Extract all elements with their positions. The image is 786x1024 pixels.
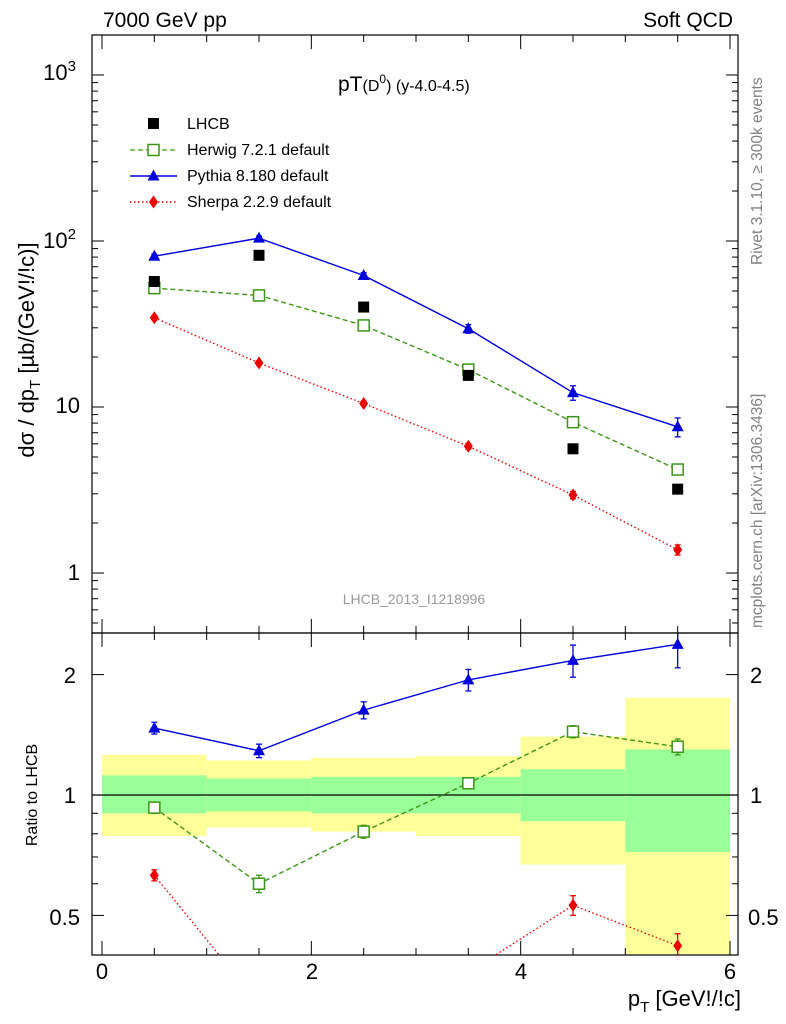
ratio-point-sherpa: [673, 939, 683, 953]
data-point-lhcb: [462, 369, 474, 381]
ratio-point-pythia: [357, 703, 370, 715]
band-inner: [625, 749, 730, 853]
ratio-line-herwig: [153, 730, 678, 885]
xtick-label: 2: [306, 959, 318, 984]
ratio-point-sherpa: [568, 898, 578, 912]
data-point-lhcb: [148, 276, 160, 288]
ratio-point-sherpa: [255, 998, 264, 1011]
data-point-sherpa: [673, 543, 683, 557]
legend-marker-lhcb: [148, 118, 159, 129]
ytick-label-main: 102: [43, 226, 76, 253]
data-point-sherpa: [359, 396, 369, 410]
uncertainty-bands: [102, 697, 730, 955]
ratio-point-sherpa: [149, 868, 159, 882]
legend-marker-herwig: [147, 143, 160, 157]
data-point-sherpa: [463, 439, 473, 453]
data-point-herwig: [671, 463, 684, 476]
ratio-point-pythia: [253, 744, 265, 756]
legend-label: Sherpa 2.2.9 default: [187, 194, 332, 211]
rivet-version-label: Rivet 3.1.10, ≥ 300k events: [749, 77, 766, 265]
ratio-frame: [91, 632, 739, 956]
ratio-plot: [148, 633, 684, 1011]
data-point-lhcb: [672, 483, 684, 495]
main-plot: [148, 231, 684, 557]
data-point-lhcb: [567, 443, 579, 455]
ratio-point-herwig: [148, 801, 161, 814]
data-point-lhcb: [358, 301, 370, 313]
header-right: Soft QCD: [643, 9, 733, 32]
legend: LHCB Herwig 7.2.1 default Pythia 8.180 d…: [130, 116, 332, 211]
xtick-label: 4: [515, 959, 527, 984]
ytick-label-main: 10: [56, 393, 80, 418]
xaxis-label: pT [GeV!/!c]: [628, 986, 741, 1016]
ytick-label-main: 103: [43, 58, 76, 85]
ratio-ylabel: Ratio to LHCB: [24, 744, 41, 846]
main-title: pT(D0) (y-4.0-4.5): [338, 72, 470, 96]
ratio-point-herwig: [462, 776, 475, 790]
analysis-watermark: LHCB_2013_I1218996: [343, 591, 486, 607]
data-point-herwig: [357, 319, 370, 332]
legend-label: Herwig 7.2.1 default: [187, 142, 330, 159]
data-point-pythia: [148, 249, 161, 261]
data-point-sherpa: [149, 311, 159, 325]
data-point-herwig: [252, 289, 266, 302]
legend-label: Pythia 8.180 default: [187, 168, 329, 185]
ratio-line-pythia: [154, 643, 678, 752]
data-point-sherpa: [568, 488, 578, 502]
legend-marker-sherpa: [149, 195, 158, 209]
mcplots-source-label: mcplots.cern.ch [arXiv:1306.3436]: [749, 394, 766, 628]
series-line-herwig: [154, 287, 678, 471]
xtick-label: 6: [724, 959, 736, 984]
data-point-pythia: [462, 322, 475, 334]
ratio-point-herwig: [357, 825, 370, 838]
ratio-point-pythia: [462, 673, 475, 685]
data-point-sherpa: [254, 356, 264, 370]
ytick-label-main: 1: [68, 560, 80, 585]
ytick-label-ratio: 0.5: [49, 905, 80, 930]
data-point-lhcb: [253, 249, 265, 261]
legend-label: LHCB: [187, 116, 230, 133]
data-point-pythia: [567, 386, 579, 398]
ytick-label-ratio-right: 0.5: [748, 905, 779, 930]
data-point-pythia: [253, 231, 265, 243]
ratio-point-herwig: [566, 725, 580, 738]
ratio-point-pythia: [567, 653, 579, 665]
ratio-point-pythia: [148, 721, 161, 733]
ratio-point-pythia: [671, 637, 684, 649]
ytick-label-ratio: 2: [64, 663, 76, 688]
ytick-label-ratio-right: 1: [750, 783, 762, 808]
ytick-label-ratio: 1: [64, 783, 76, 808]
data-point-pythia: [357, 268, 370, 280]
series-line-pythia: [154, 237, 678, 428]
ytick-label-ratio-right: 2: [750, 663, 762, 688]
main-ylabel: dσ / dpT [µb/(GeV!/!c)]: [14, 242, 44, 457]
data-point-pythia: [671, 420, 684, 432]
ratio-point-herwig: [252, 877, 266, 890]
data-point-herwig: [566, 415, 580, 429]
ratio-point-sherpa: [464, 966, 473, 979]
header-left: 7000 GeV pp: [103, 9, 227, 32]
xtick-label: 0: [96, 959, 108, 984]
axis-ticks: [92, 35, 738, 955]
ratio-point-herwig: [671, 740, 684, 754]
legend-marker-pythia: [147, 169, 160, 181]
